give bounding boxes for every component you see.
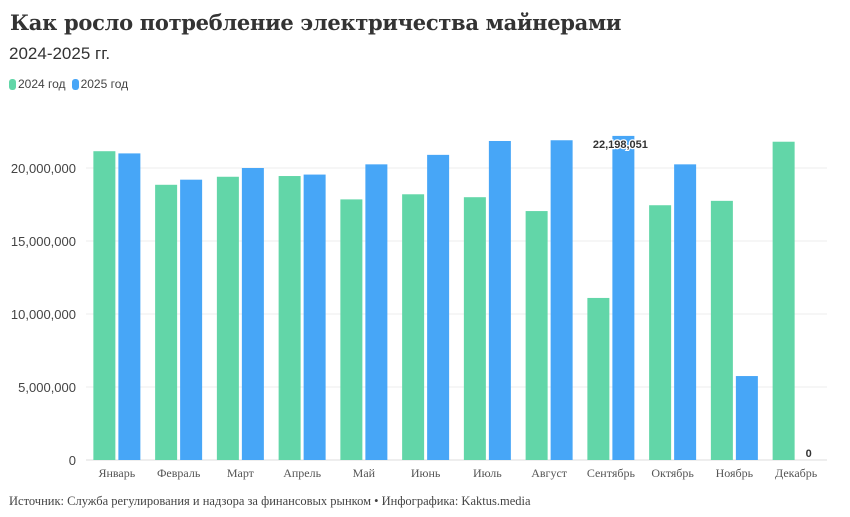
bar-2025[interactable] [427,154,450,461]
x-tick-label: Октябрь [651,466,694,480]
legend-swatch-2024 [9,78,16,90]
bar-2024[interactable] [340,199,363,460]
bar-2024[interactable] [525,211,548,460]
bar-2024[interactable] [587,297,610,460]
bar-2025[interactable] [550,140,573,460]
x-tick-label: Март [227,466,255,480]
bar-2025[interactable] [674,164,697,460]
y-tick-label: 20,000,000 [11,161,76,176]
chart-subtitle: 2024-2025 гг. [9,44,111,63]
x-tick-label: Сентябрь [587,466,636,480]
bar-2024[interactable] [710,200,733,460]
bar-2025[interactable] [612,135,635,461]
x-tick-label: Май [353,466,376,480]
x-tick-label: Февраль [157,466,201,480]
y-tick-label: 0 [69,453,76,468]
bar-2024[interactable] [216,176,239,460]
bar-2025[interactable] [303,174,326,460]
chart-title: Как росло потребление электричества майн… [10,10,622,35]
x-tick-label: Декабрь [775,466,818,480]
bar-2024[interactable] [93,151,116,460]
data-label: 22,198,051 [593,139,648,151]
y-tick-label: 5,000,000 [18,380,76,395]
x-tick-label: Ноябрь [716,466,754,480]
y-tick-label: 10,000,000 [11,307,76,322]
bar-2024[interactable] [463,197,486,460]
bar-2024[interactable] [649,205,672,460]
bar-2025[interactable] [365,164,388,460]
x-tick-label: Январь [99,466,136,480]
legend-swatch-2025 [71,78,79,90]
bar-2025[interactable] [735,376,758,460]
x-tick-label: Июнь [411,466,441,480]
bar-2024[interactable] [278,176,301,460]
x-tick-label: Апрель [283,466,321,480]
y-tick-label: 15,000,000 [11,234,76,249]
bar-2025[interactable] [241,168,264,460]
bar-2024[interactable] [155,184,178,461]
x-tick-label: Июль [473,466,502,480]
bar-2025[interactable] [118,153,141,460]
x-tick-label: Август [531,466,568,480]
legend-item-2024[interactable]: 2024 год [9,77,66,91]
source-note: Источник: Служба регулирования и надзора… [9,494,531,508]
legend-label-2024: 2024 год [18,77,66,91]
legend: 2024 год 2025 год [9,77,128,91]
bar-2025[interactable] [488,140,511,461]
bar-2024[interactable] [402,194,425,460]
legend-label-2025: 2025 год [80,77,129,91]
bar-2024[interactable] [772,141,795,460]
legend-item-2025[interactable]: 2025 год [71,77,129,91]
bar-2025[interactable] [180,179,203,460]
data-label: 0 [806,448,812,460]
